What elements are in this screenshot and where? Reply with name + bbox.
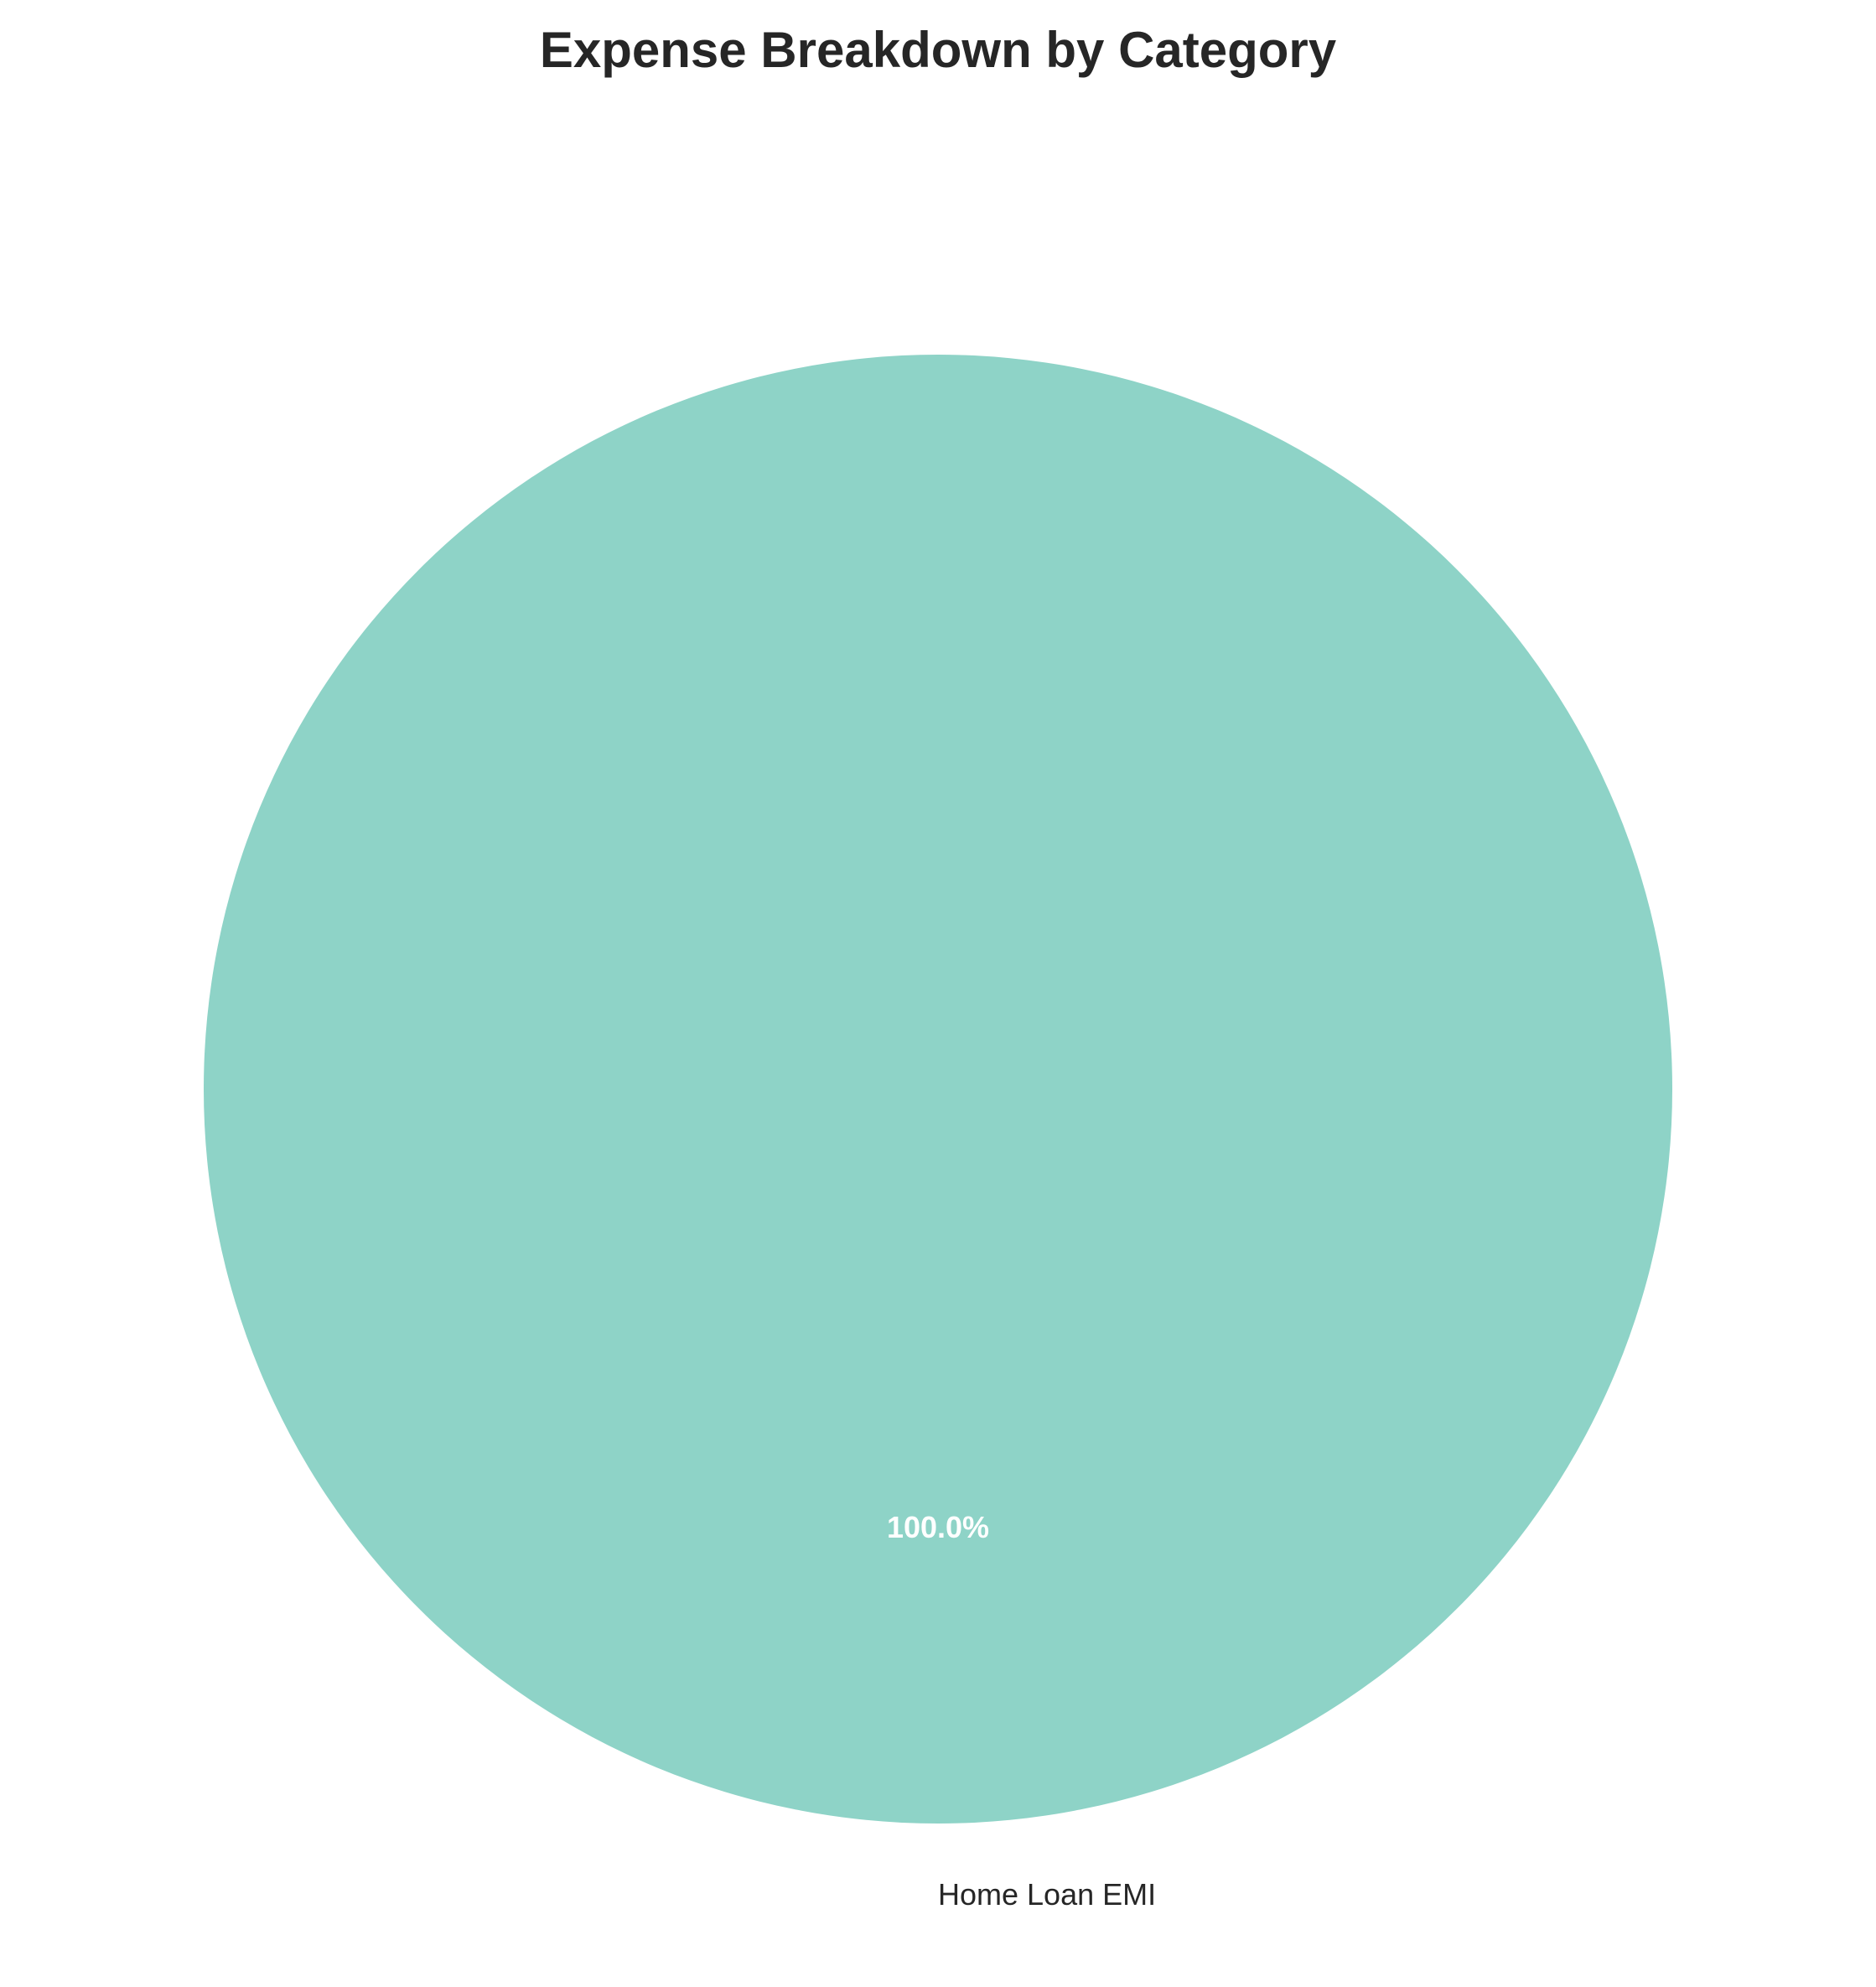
pie-labels: Home Loan EMI 100.0% [887,1510,1156,1912]
chart-title: Expense Breakdown by Category [540,22,1337,78]
pie-slice [204,355,1672,1824]
slice-category-label: Home Loan EMI [938,1877,1156,1912]
pie-slices [204,355,1672,1824]
slice-percentage-label: 100.0% [887,1510,989,1544]
